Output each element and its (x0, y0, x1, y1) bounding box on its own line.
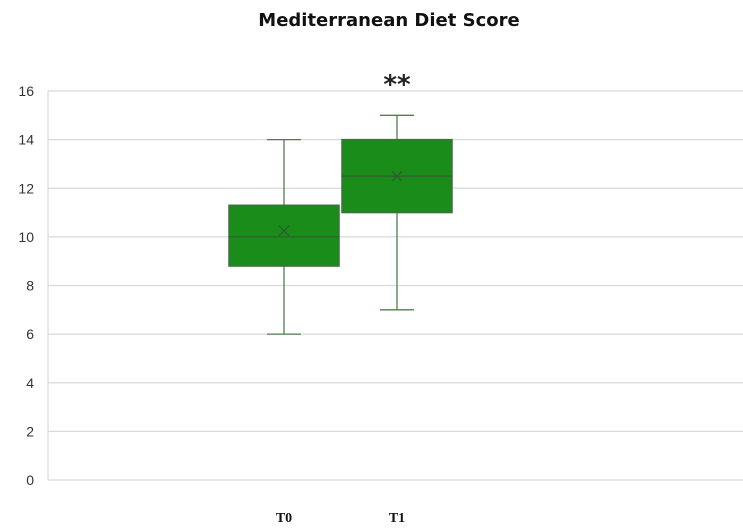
mean-marker (278, 225, 290, 237)
y-tick-label: 4 (26, 375, 34, 391)
x-tick-label: T1 (389, 511, 405, 524)
y-tick-label: 2 (26, 423, 34, 439)
y-tick-label: 12 (18, 180, 34, 196)
y-tick-label: 14 (18, 132, 34, 148)
y-axis-ticks: 0 2 4 6 8 10 12 14 16 (18, 83, 34, 488)
box-t0 (228, 138, 340, 335)
chart-title: Mediterranean Diet Score (258, 10, 519, 31)
significance-annotation: ** (383, 70, 411, 100)
y-tick-label: 16 (18, 83, 34, 99)
y-tick-label: 10 (18, 229, 34, 245)
y-tick-label: 6 (26, 326, 34, 342)
mean-marker (391, 170, 403, 182)
y-tick-label: 0 (26, 472, 34, 488)
iqr-box (228, 204, 340, 267)
x-tick-label: T0 (276, 511, 292, 524)
gridlines (47, 90, 743, 481)
box-t1 (341, 114, 453, 311)
annotations: ** (383, 70, 411, 100)
x-axis-ticks: T0 T1 (276, 511, 405, 526)
y-tick-label: 8 (26, 278, 34, 294)
boxes (228, 114, 453, 335)
